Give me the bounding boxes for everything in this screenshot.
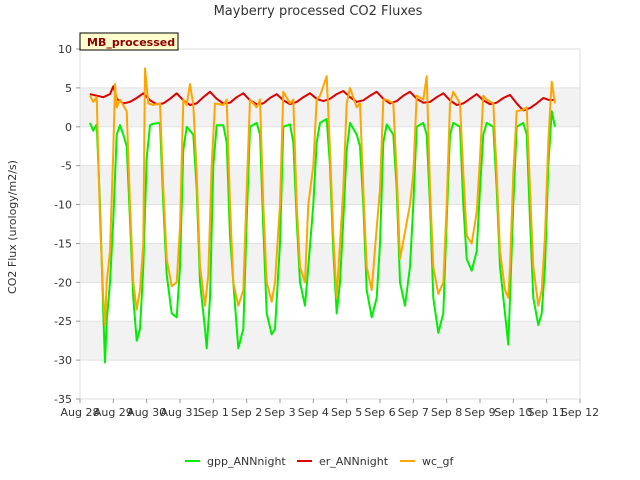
- series-line-gpp-annnight: [89, 110, 556, 364]
- x-tick-label: Aug 30: [127, 406, 166, 419]
- x-tick-label: Sep 12: [561, 406, 599, 419]
- x-tick-label: Sep 1: [198, 406, 229, 419]
- y-tick-label: 0: [65, 121, 72, 134]
- x-tick-label: Sep 3: [264, 406, 295, 419]
- band: [80, 243, 580, 283]
- mb-processed-badge: MB_processed: [79, 32, 179, 51]
- series-line-er-annnight: [89, 85, 556, 112]
- y-tick-label: -20: [54, 276, 72, 289]
- x-tick-label: Aug 28: [61, 406, 100, 419]
- x-tick-label: Sep 11: [528, 406, 566, 419]
- x-tick-label: Sep 4: [298, 406, 329, 419]
- y-tick-label: -5: [61, 160, 72, 173]
- x-tick-label: Sep 2: [231, 406, 262, 419]
- x-tick-label: Sep 8: [431, 406, 462, 419]
- y-tick-label: -10: [54, 199, 72, 212]
- legend-label: er_ANNnight: [319, 455, 389, 468]
- series-line-wc-gf: [89, 67, 556, 327]
- plot-frame: [79, 48, 581, 400]
- x-tick-label: Sep 10: [494, 406, 532, 419]
- y-tick-label: -35: [54, 393, 72, 406]
- legend-label: gpp_ANNnight: [207, 455, 286, 468]
- series-lines: [89, 67, 556, 364]
- y-tick-label: -25: [54, 315, 72, 328]
- chart-title: Mayberry processed CO2 Fluxes: [214, 4, 423, 19]
- plot-border: [79, 48, 581, 400]
- legend: gpp_ANNnight er_ANNnight wc_gf: [185, 455, 455, 468]
- band: [80, 87, 580, 127]
- y-tick-label: -30: [54, 354, 72, 367]
- y-tick-label: 5: [65, 82, 72, 95]
- y-axis-ticks: 10 5 0 -5 -10 -15 -20 -25 -30 -35: [54, 43, 80, 406]
- y-axis-title: CO2 Flux (urology/m2/s): [6, 160, 19, 294]
- y-tick-label: -15: [54, 237, 72, 250]
- x-tick-label: Sep 7: [398, 406, 429, 419]
- legend-label: wc_gf: [422, 455, 455, 468]
- x-tick-label: Aug 29: [94, 406, 133, 419]
- x-tick-label: Sep 6: [364, 406, 395, 419]
- x-tick-label: Sep 5: [331, 406, 362, 419]
- badge-label: MB_processed: [87, 36, 175, 49]
- x-tick-label: Sep 9: [464, 406, 495, 419]
- x-tick-label: Aug 31: [161, 406, 200, 419]
- band: [80, 321, 580, 361]
- y-tick-label: 10: [58, 43, 72, 56]
